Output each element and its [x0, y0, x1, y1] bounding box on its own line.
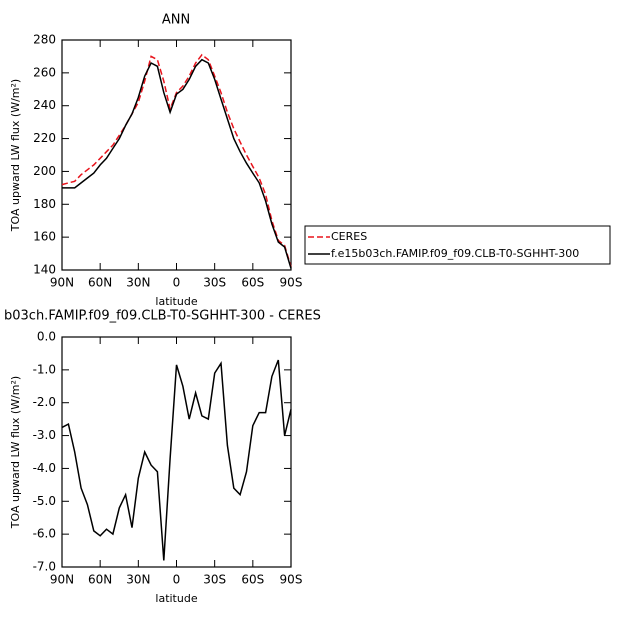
x-tick-label: 30N	[126, 276, 150, 290]
y-tick-label: 220	[33, 131, 56, 145]
x-tick-label: 30N	[126, 573, 150, 587]
y-tick-label: -6.0	[33, 527, 56, 541]
x-tick-label: 90S	[280, 573, 303, 587]
x-tick-label: 60S	[241, 276, 264, 290]
y-tick-label: 260	[33, 65, 56, 79]
y-tick-label: 160	[33, 230, 56, 244]
y-tick-label: 280	[33, 33, 56, 47]
x-tick-label: 0	[173, 573, 181, 587]
x-tick-label: 90N	[50, 573, 74, 587]
x-tick-label: 90N	[50, 276, 74, 290]
y-tick-label: -7.0	[33, 560, 56, 574]
y-tick-label: -5.0	[33, 494, 56, 508]
chart-title: b03ch.FAMIP.f09_f09.CLB-T0-SGHHT-300 - C…	[4, 309, 321, 324]
y-tick-label: -3.0	[33, 428, 56, 442]
x-tick-label: 0	[173, 276, 181, 290]
plot-frame	[61, 39, 292, 271]
legend-label: CERES	[331, 230, 367, 243]
chart-title: ANN	[162, 13, 190, 28]
x-tick-label: 60N	[88, 276, 112, 290]
legend-box	[304, 225, 611, 265]
y-tick-label: -2.0	[33, 395, 56, 409]
data-line	[61, 359, 292, 561]
x-axis-label: latitude	[155, 592, 197, 605]
x-tick-label: 30S	[203, 276, 226, 290]
x-axis-label: latitude	[155, 295, 197, 308]
y-axis-label: TOA upward LW flux (W/m²)	[9, 79, 22, 232]
y-tick-label: 180	[33, 197, 56, 211]
y-tick-label: 140	[33, 263, 56, 277]
y-tick-label: -4.0	[33, 461, 56, 475]
data-line	[62, 58, 292, 269]
y-tick-label: 200	[33, 164, 56, 178]
data-line	[61, 53, 292, 267]
x-tick-label: 60S	[241, 573, 264, 587]
x-tick-label: 60N	[88, 573, 112, 587]
y-tick-label: 240	[33, 98, 56, 112]
y-tick-label: -1.0	[33, 362, 56, 376]
x-tick-label: 90S	[280, 276, 303, 290]
x-tick-label: 30S	[203, 573, 226, 587]
y-tick-label: 0.0	[37, 330, 56, 344]
legend-label: f.e15b03ch.FAMIP.f09_f09.CLB-T0-SGHHT-30…	[331, 247, 579, 260]
y-axis-label: TOA upward LW flux (W/m²)	[9, 376, 22, 529]
